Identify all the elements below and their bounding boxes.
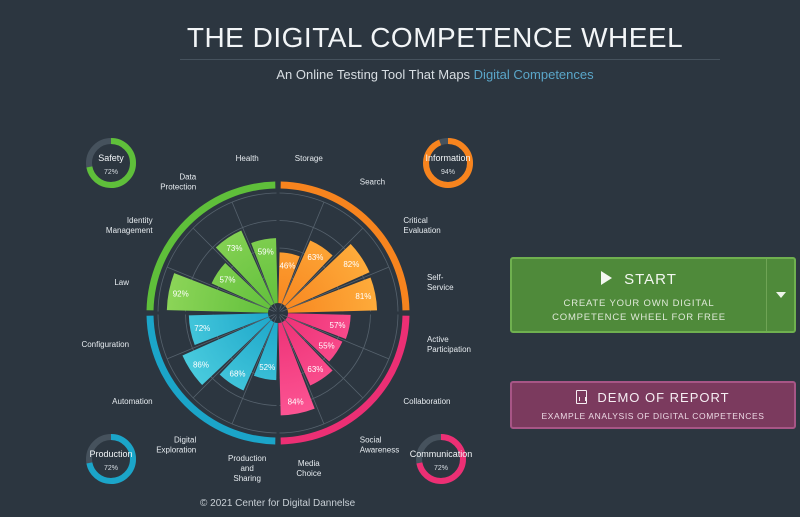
bar-production-and-sharing[interactable] [253,322,278,381]
gauge-score-production: 72% [104,465,118,472]
demo-label: DEMO OF REPORT [512,390,794,405]
bar-identity-management[interactable] [211,262,271,309]
start-subtitle: CREATE YOUR OWN DIGITAL COMPETENCE WHEEL… [512,297,766,325]
grid-spoke [277,266,390,314]
score-collaboration: 55% [319,342,335,351]
grid-spoke [277,312,390,360]
label-data-protection: Data Protection [160,173,197,192]
grid-spoke [166,266,279,314]
start-dropdown-toggle[interactable] [767,259,794,331]
bar-automation[interactable] [182,317,271,386]
subtitle-text: An Online Testing Tool That Maps [276,67,474,82]
footer-copyright[interactable]: © 2021 Center for Digital Dannelse [200,498,356,509]
score-health: 59% [258,247,274,256]
label-automation: Automation [112,397,152,406]
ring-production [146,315,276,445]
bar-social-awareness[interactable] [282,320,333,386]
score-automation: 86% [193,360,209,369]
grid-spoke [231,201,279,314]
score-data-protection: 73% [226,244,242,253]
label-search: Search [360,178,385,187]
label-digital-exploration: Digital Exploration [156,435,196,454]
score-critical-evaluation: 82% [343,260,359,269]
title-divider [180,59,720,60]
ring-safety [146,181,276,311]
bar-health[interactable] [251,238,278,304]
bar-data-protection[interactable] [215,230,274,306]
start-divider [766,259,767,331]
score-law: 92% [173,290,189,299]
label-active-participation: Active Participation [427,335,471,354]
grid-spoke [192,227,279,314]
ring-communication [280,315,410,445]
start-subtitle-line2: COMPETENCE WHEEL FOR FREE [552,312,726,323]
bar-media-choice[interactable] [278,322,315,416]
gauge-name-information: Information [425,153,470,163]
score-production-and-sharing: 52% [259,363,275,372]
label-storage: Storage [295,154,324,163]
gauge-name-communication: Communication [410,449,473,459]
grid-spoke [231,312,279,425]
grid-spoke [277,201,325,314]
label-health: Health [236,154,259,163]
grid-spoke [277,227,364,314]
demo-subtitle: EXAMPLE ANALYSIS OF DIGITAL COMPETENCES [541,411,765,421]
bar-storage[interactable] [278,252,300,304]
gauge-score-communication: 72% [434,465,448,472]
gauge-name-production: Production [89,449,132,459]
gauge-score-information: 94% [441,169,455,176]
gauge-communication[interactable] [416,434,466,484]
start-subtitle-line1: CREATE YOUR OWN DIGITAL [563,298,715,309]
label-critical-evaluation: Critical Evaluation [403,216,440,235]
ring-information [280,181,410,311]
gauge-production[interactable] [86,434,136,484]
score-search: 63% [307,253,323,262]
label-identity-management: Identity Management [106,216,153,235]
score-configuration: 72% [194,324,210,333]
score-storage: 46% [279,261,295,270]
label-collaboration: Collaboration [403,397,450,406]
gauge-information[interactable] [423,138,473,188]
grid-spoke [166,312,279,360]
bar-active-participation[interactable] [287,313,351,340]
bar-critical-evaluation[interactable] [285,244,370,309]
demo-report-button[interactable]: DEMO OF REPORT EXAMPLE ANALYSIS OF DIGIT… [510,381,796,429]
label-law: Law [114,278,129,287]
grid-spoke [192,312,279,399]
play-icon [601,271,613,285]
bar-search[interactable] [282,240,333,306]
page-title: THE DIGITAL COMPETENCE WHEEL [186,22,684,53]
gauge-safety[interactable] [86,138,136,188]
score-identity-management: 57% [220,275,236,284]
start-label: START [512,271,766,288]
score-self--service: 81% [355,292,371,301]
bar-collaboration[interactable] [285,317,343,362]
bar-self--service[interactable] [287,277,378,313]
bar-law[interactable] [166,273,269,313]
bar-digital-exploration[interactable] [219,320,274,391]
report-icon [576,390,588,404]
label-self--service: Self-Service [427,273,454,292]
label-configuration: Configuration [81,340,129,349]
gauge-score-safety: 72% [104,169,118,176]
subtitle-highlight[interactable]: Digital Competences [473,67,594,82]
score-media-choice: 84% [288,398,304,407]
score-social-awareness: 63% [307,365,323,374]
label-media-choice: Media Choice [296,459,321,478]
bar-configuration[interactable] [188,313,269,345]
score-active-participation: 57% [330,321,346,330]
label-social-awareness: Social Awareness [360,435,399,454]
gauge-name-safety: Safety [98,153,124,163]
score-digital-exploration: 68% [230,370,246,379]
page-subtitle: An Online Testing Tool That Maps Digital… [0,67,800,82]
grid-spoke [277,312,325,425]
caret-down-icon [776,292,786,298]
start-button[interactable]: START CREATE YOUR OWN DIGITAL COMPETENCE… [510,257,796,333]
grid-spoke [277,312,364,399]
label-production-and-sharing: Production and Sharing [228,454,266,483]
